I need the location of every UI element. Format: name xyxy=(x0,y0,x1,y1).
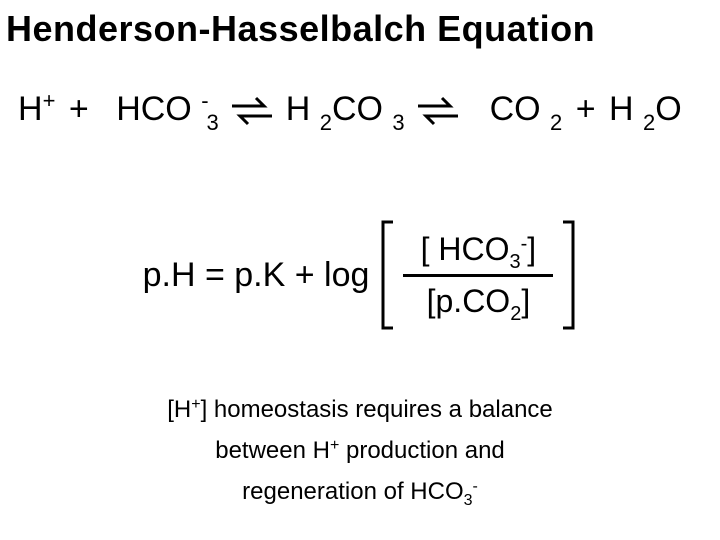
eq1-H3: H xyxy=(609,90,634,129)
footer-line-3: regeneration of HCO3- xyxy=(0,472,720,513)
f2b: production and xyxy=(339,437,504,464)
eq1-sub2c: 2 xyxy=(643,110,655,136)
f3sup: - xyxy=(473,478,478,495)
eq1-O: O xyxy=(655,90,681,129)
footer-line-1: [H+] homeostasis requires a balance xyxy=(0,390,720,431)
eq2-fraction: [ HCO3-] [p.CO2] xyxy=(397,231,559,320)
eq1-plus-sup: + xyxy=(43,88,56,114)
eq1-CO2: CO xyxy=(490,90,541,129)
f2sup: + xyxy=(330,437,339,454)
eq1-sub2a: 2 xyxy=(320,110,332,136)
den-open: [p.CO xyxy=(427,283,511,319)
eq1-sub2b: 2 xyxy=(550,110,562,136)
eq1-H: H xyxy=(18,90,43,129)
f1b: ] homeostasis requires a balance xyxy=(201,396,553,423)
eq1-HCO: HCO xyxy=(116,90,192,129)
eq2-lhs: p.H = p.K + log xyxy=(143,256,370,295)
f3sub: 3 xyxy=(464,492,473,509)
num-close: ] xyxy=(527,231,536,267)
right-bracket-icon xyxy=(559,220,577,330)
footer-text: [H+] homeostasis requires a balance betw… xyxy=(0,390,720,512)
f3a: regeneration of HCO xyxy=(242,478,463,505)
fraction-bar xyxy=(403,274,553,277)
footer-line-2: between H+ production and xyxy=(0,431,720,472)
eq1-plus: + xyxy=(69,90,89,129)
f2a: between H xyxy=(215,437,330,464)
eq2-bracket-group: [ HCO3-] [p.CO2] xyxy=(379,220,577,330)
num-sub: 3 xyxy=(510,251,521,273)
eq2-denominator: [p.CO2] xyxy=(427,281,531,320)
eq1-sub3b: 3 xyxy=(392,110,404,136)
slide-title: Henderson-Hasselbalch Equation xyxy=(0,0,720,50)
eq1-H2: H xyxy=(286,90,311,129)
equilibrium-arrow-icon xyxy=(416,94,460,128)
f1sup: + xyxy=(191,396,200,413)
equilibrium-arrow-icon xyxy=(230,94,274,128)
num-open: [ HCO xyxy=(421,231,510,267)
eq1-CO: CO xyxy=(332,90,383,129)
henderson-hasselbalch-equation: p.H = p.K + log [ HCO3-] [p.CO2] xyxy=(0,220,720,330)
num-sup: - xyxy=(521,233,528,255)
eq1-sub3a: 3 xyxy=(207,110,219,136)
f1a: [H xyxy=(167,396,191,423)
den-sub: 2 xyxy=(510,303,521,325)
chemical-equation: H+ + HCO -3 H 2CO 3 CO 2 + H 2O xyxy=(0,90,720,129)
eq1-plus2: + xyxy=(576,90,596,129)
left-bracket-icon xyxy=(379,220,397,330)
eq2-numerator: [ HCO3-] xyxy=(421,231,537,270)
den-close: ] xyxy=(521,283,530,319)
